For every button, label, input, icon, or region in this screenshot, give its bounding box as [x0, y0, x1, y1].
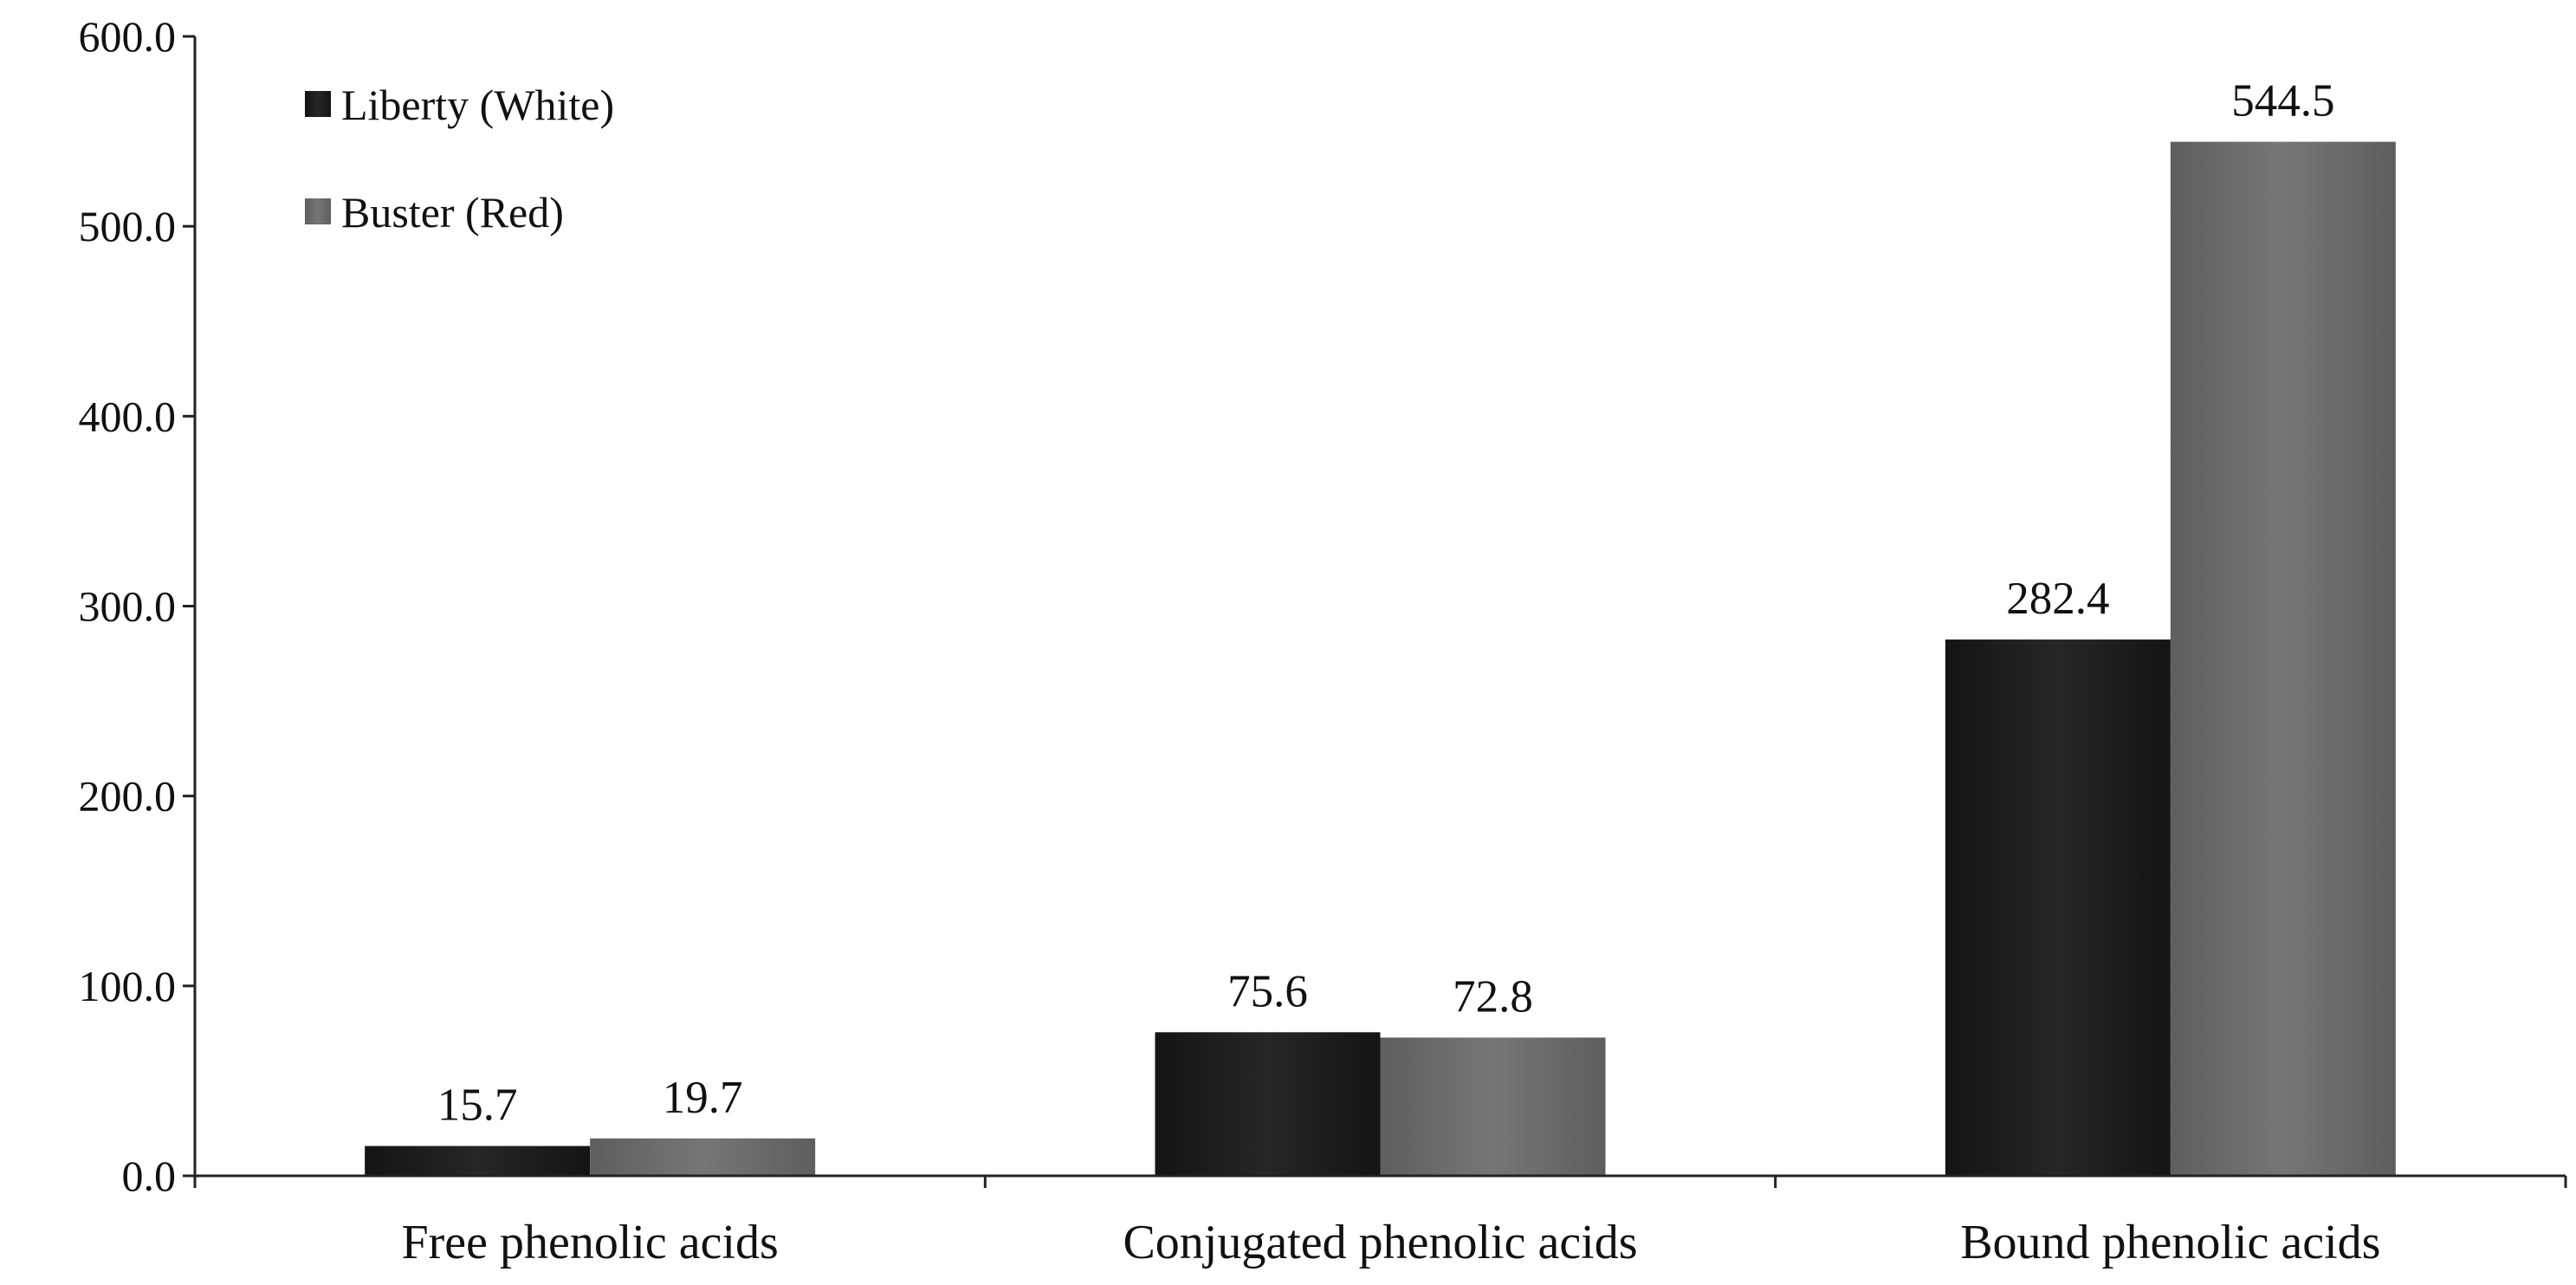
y-tick-label: 400.0 [79, 392, 177, 440]
data-label: 72.8 [1453, 971, 1533, 1022]
bar-liberty-3 [1945, 639, 2171, 1176]
bar-liberty-2 [1155, 1032, 1381, 1176]
y-tick-label: 600.0 [79, 12, 177, 61]
bar-buster-2 [1380, 1037, 1606, 1176]
y-tick-label: 200.0 [79, 772, 177, 821]
category-labels-group: Free phenolic acids Conjugated phenolic a… [401, 1216, 2380, 1269]
bar-buster-1 [590, 1138, 816, 1176]
data-label: 282.4 [2006, 574, 2109, 624]
legend-label-liberty: Liberty (White) [341, 81, 614, 129]
y-ticks-group: 0.0 100.0 200.0 300.0 400.0 500.0 600.0 [79, 12, 195, 1200]
legend-label-buster: Buster (Red) [341, 188, 564, 237]
y-tick-label: 500.0 [79, 202, 177, 250]
x-category-label: Conjugated phenolic acids [1123, 1216, 1637, 1269]
y-tick-label: 100.0 [79, 962, 177, 1010]
data-label: 15.7 [437, 1081, 518, 1131]
data-label: 75.6 [1227, 966, 1308, 1016]
bar-buster-3 [2170, 141, 2396, 1177]
bars-group [365, 141, 2396, 1177]
data-label: 544.5 [2231, 76, 2334, 127]
y-tick-label: 0.0 [122, 1152, 177, 1200]
data-labels-group: 15.7 19.7 75.6 72.8 282.4 544.5 [437, 76, 2335, 1131]
bar-liberty-1 [365, 1145, 591, 1176]
x-category-label: Free phenolic acids [401, 1216, 778, 1269]
legend-swatch-buster [305, 198, 331, 224]
x-category-label: Bound phenolic acids [1960, 1216, 2380, 1269]
x-ticks-group [193, 1176, 2567, 1188]
legend-swatch-liberty [305, 91, 331, 117]
data-label: 19.7 [663, 1073, 743, 1123]
legend: Liberty (White) Buster (Red) [305, 81, 614, 237]
y-tick-label: 300.0 [79, 582, 177, 631]
